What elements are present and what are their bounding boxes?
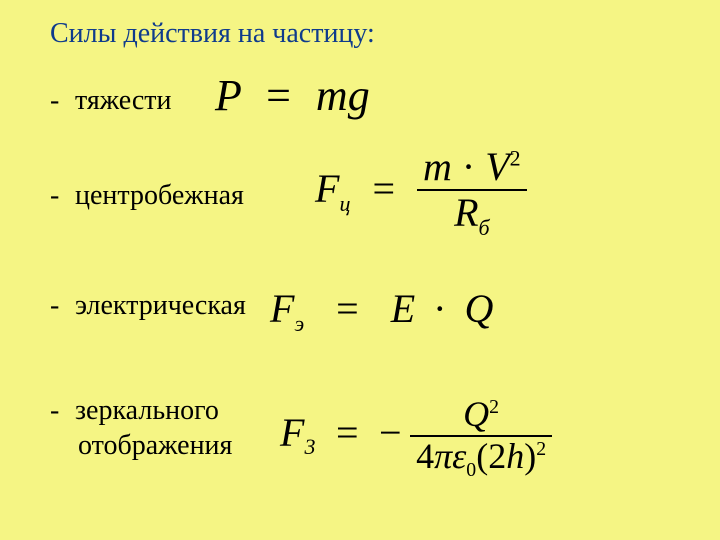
formula-centrifugal: Fц = m · V2 Rб	[315, 145, 527, 240]
var-g: g	[348, 71, 370, 120]
formula-mirror: F3 = − Q2 4πε0(2h)2	[280, 395, 552, 482]
formula-gravity: P = mg	[215, 70, 370, 121]
var-m: m	[316, 71, 348, 120]
exp-2: 2	[536, 438, 546, 460]
var-F: F	[270, 286, 294, 331]
fraction: Q2 4πε0(2h)2	[410, 395, 552, 482]
var-R: R	[454, 190, 478, 235]
label-text: электрическая	[75, 290, 246, 321]
label-mirror-1: - зеркального	[50, 395, 219, 427]
op-eq: =	[372, 166, 395, 211]
label-centrifugal: - центробежная	[50, 180, 244, 212]
sub-e: э	[294, 311, 304, 336]
op-eq: =	[336, 286, 359, 331]
sub-b: б	[479, 215, 490, 240]
op-eq: =	[266, 71, 291, 120]
var-F: F	[280, 410, 304, 455]
paren-close: )	[524, 436, 536, 476]
var-F: F	[315, 166, 339, 211]
var-h: h	[506, 436, 524, 476]
exp-2: 2	[510, 146, 521, 171]
label-gravity: - тяжести	[50, 85, 172, 117]
op-eq: =	[336, 410, 359, 455]
op-minus: −	[379, 410, 402, 455]
dash: -	[50, 85, 68, 117]
label-text: центробежная	[75, 180, 244, 211]
dash: -	[50, 395, 68, 427]
sub-3: 3	[304, 434, 315, 459]
var-m: m	[423, 144, 452, 189]
dash: -	[50, 290, 68, 322]
var-Q: Q	[464, 286, 493, 331]
sub-0: 0	[466, 459, 476, 481]
paren-open: (	[476, 436, 488, 476]
var-Q: Q	[463, 394, 489, 434]
op-dot: ·	[433, 286, 446, 331]
label-text: отображения	[78, 430, 232, 461]
dash: -	[50, 180, 68, 212]
formula-electric: Fэ = E · Q	[270, 285, 493, 337]
op-dot: ·	[462, 144, 475, 189]
pi: π	[434, 436, 452, 476]
page-title: Силы действия на частицу:	[50, 18, 375, 50]
sub-c: ц	[339, 191, 350, 216]
label-mirror-2: отображения	[78, 430, 232, 462]
const-2: 2	[488, 436, 506, 476]
label-text: тяжести	[75, 85, 172, 116]
const-4: 4	[416, 436, 434, 476]
label-electric: - электрическая	[50, 290, 246, 322]
var-P: P	[215, 71, 241, 120]
label-text: зеркального	[75, 395, 219, 426]
var-V: V	[485, 144, 509, 189]
fraction: m · V2 Rб	[417, 145, 527, 240]
var-E: E	[391, 286, 415, 331]
eps: ε	[452, 436, 466, 476]
exp-2: 2	[489, 396, 499, 418]
